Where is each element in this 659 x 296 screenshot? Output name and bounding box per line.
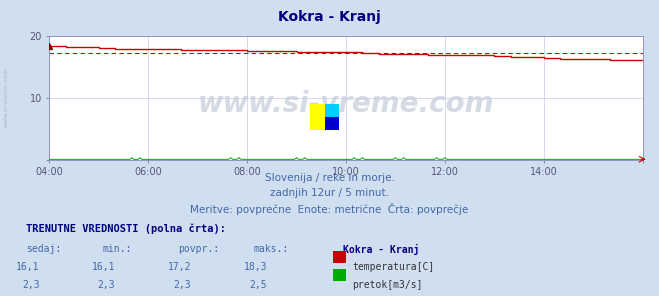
Text: 2,3: 2,3 (22, 280, 40, 290)
Text: povpr.:: povpr.: (178, 244, 219, 254)
Text: 16,1: 16,1 (16, 262, 40, 272)
Polygon shape (325, 117, 339, 130)
Text: Slovenija / reke in morje.: Slovenija / reke in morje. (264, 173, 395, 183)
Text: Kokra - Kranj: Kokra - Kranj (278, 10, 381, 24)
Text: 2,3: 2,3 (98, 280, 115, 290)
Text: 2,3: 2,3 (173, 280, 191, 290)
Polygon shape (325, 104, 339, 117)
Text: maks.:: maks.: (254, 244, 289, 254)
Text: TRENUTNE VREDNOSTI (polna črta):: TRENUTNE VREDNOSTI (polna črta): (26, 223, 226, 234)
Text: Kokra - Kranj: Kokra - Kranj (343, 244, 419, 255)
Polygon shape (310, 104, 325, 130)
Text: 18,3: 18,3 (243, 262, 267, 272)
Text: pretok[m3/s]: pretok[m3/s] (353, 280, 423, 290)
Text: 17,2: 17,2 (167, 262, 191, 272)
Text: www.si-vreme.com: www.si-vreme.com (198, 90, 494, 118)
Text: min.:: min.: (102, 244, 132, 254)
Text: Meritve: povprečne  Enote: metrične  Črta: povprečje: Meritve: povprečne Enote: metrične Črta:… (190, 203, 469, 215)
Text: temperatura[C]: temperatura[C] (353, 262, 435, 272)
Text: sedaj:: sedaj: (26, 244, 61, 254)
Text: 2,5: 2,5 (249, 280, 267, 290)
Text: 16,1: 16,1 (92, 262, 115, 272)
Text: zadnjih 12ur / 5 minut.: zadnjih 12ur / 5 minut. (270, 188, 389, 198)
Text: www.si-vreme.com: www.si-vreme.com (4, 68, 9, 128)
